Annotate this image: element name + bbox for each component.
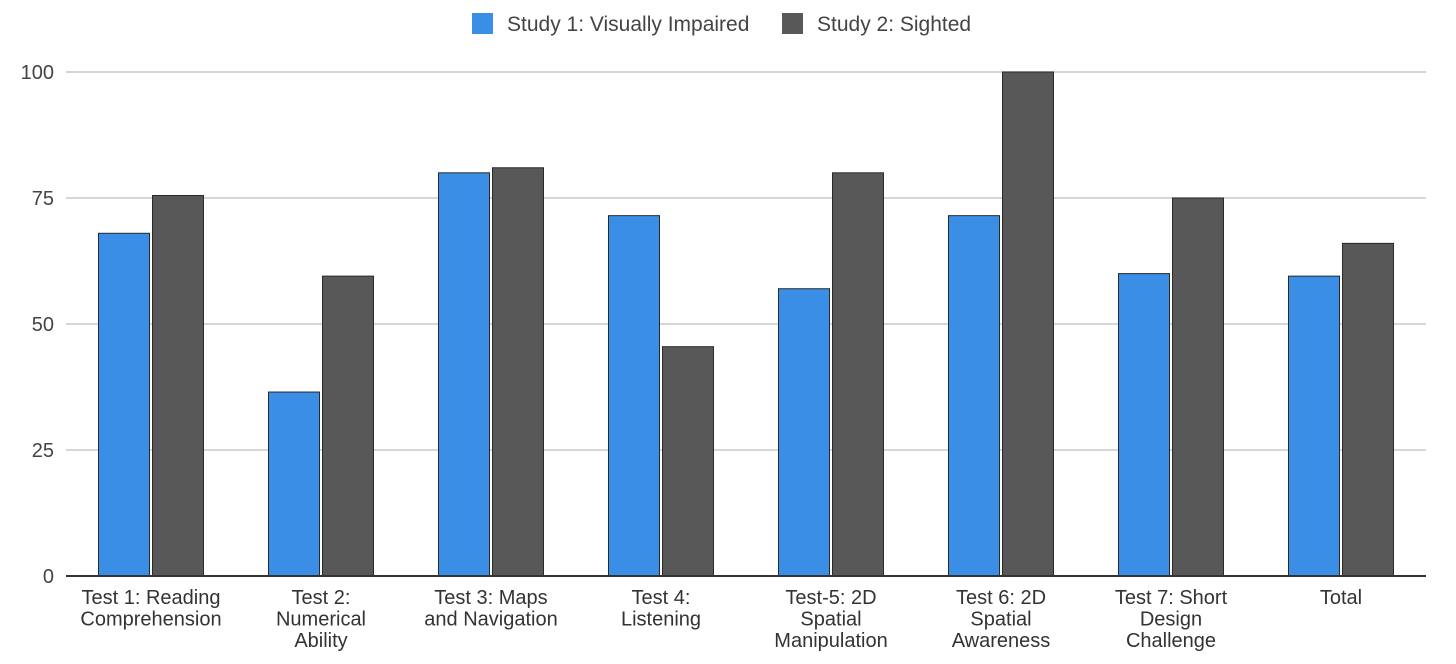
y-tick-label-100: 100 <box>21 62 54 84</box>
bar-series-1-category-4 <box>608 215 660 577</box>
legend: Study 1: Visually Impaired Study 2: Sight… <box>472 13 971 36</box>
x-axis-category-labels: Test 1: Reading Comprehension Test 2: Numer… <box>80 587 1362 652</box>
legend-label-series-2: Study 2: Sighted <box>817 13 971 36</box>
x-category-label-5: Test-5: 2D Spatial Manipulation <box>774 587 887 652</box>
x-category-label-4: Test 4: Listening <box>621 587 701 631</box>
legend-swatch-series-1 <box>472 13 493 34</box>
bar-series-1-category-2 <box>268 391 320 577</box>
bars <box>98 71 1394 577</box>
bar-series-2-category-1 <box>152 194 204 577</box>
x-category-label-line: Test 2: <box>292 587 351 609</box>
x-category-label-line: Comprehension <box>80 609 221 631</box>
legend-swatch-series-2 <box>782 13 803 34</box>
x-category-label-line: Listening <box>621 609 701 631</box>
x-category-label-line: Test 3: Maps <box>434 587 547 609</box>
y-tick-label-0: 0 <box>43 566 54 588</box>
bar-series-1-category-8 <box>1288 275 1340 577</box>
x-category-label-line: Test-5: 2D <box>785 587 876 609</box>
bar-series-2-category-7 <box>1172 197 1224 577</box>
x-category-label-line: Test 1: Reading <box>82 587 221 609</box>
x-category-label-1: Test 1: Reading Comprehension <box>80 587 221 631</box>
x-category-label-7: Test 7: Short Design Challenge <box>1115 587 1228 652</box>
bar-series-1-category-1 <box>98 232 150 577</box>
y-axis-ticks: 0 25 50 75 100 <box>21 62 54 588</box>
x-category-label-line: Numerical <box>276 609 366 631</box>
x-category-label-line: Challenge <box>1126 630 1216 652</box>
bar-series-1-category-3 <box>438 172 490 577</box>
x-category-label-3: Test 3: Maps and Navigation <box>424 587 557 631</box>
bar-series-1-category-6 <box>948 215 1000 577</box>
x-category-label-line: Spatial <box>970 609 1031 631</box>
y-tick-label-25: 25 <box>32 440 54 462</box>
x-category-label-2: Test 2: Numerical Ability <box>276 587 366 652</box>
bar-series-2-category-6 <box>1002 71 1054 577</box>
y-tick-label-50: 50 <box>32 314 54 336</box>
bar-series-2-category-4 <box>662 346 714 577</box>
bar-series-2-category-5 <box>832 172 884 577</box>
bar-series-2-category-8 <box>1342 242 1394 577</box>
x-category-label-line: Design <box>1140 609 1202 631</box>
x-category-label-6: Test 6: 2D Spatial Awareness <box>952 587 1051 652</box>
x-category-label-line: and Navigation <box>424 609 557 631</box>
x-category-label-8: Total <box>1320 587 1362 609</box>
x-category-label-line: Manipulation <box>774 630 887 652</box>
x-category-label-line: Total <box>1320 587 1362 609</box>
bar-series-2-category-2 <box>322 275 374 577</box>
bar-series-1-category-7 <box>1118 273 1170 577</box>
x-category-label-line: Test 7: Short <box>1115 587 1228 609</box>
bar-series-2-category-3 <box>492 167 544 577</box>
y-tick-label-75: 75 <box>32 188 54 210</box>
x-category-label-line: Awareness <box>952 630 1051 652</box>
x-category-label-line: Spatial <box>800 609 861 631</box>
x-category-label-line: Test 4: <box>632 587 691 609</box>
bar-series-1-category-5 <box>778 288 830 577</box>
legend-label-series-1: Study 1: Visually Impaired <box>507 13 749 36</box>
x-category-label-line: Test 6: 2D <box>956 587 1046 609</box>
x-category-label-line: Ability <box>294 630 347 652</box>
